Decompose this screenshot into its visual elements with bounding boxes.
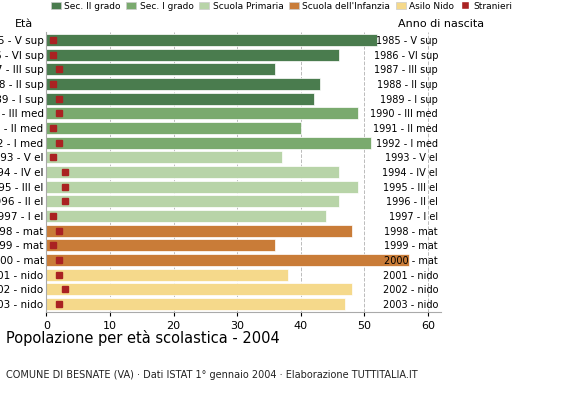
Text: Popolazione per età scolastica - 2004: Popolazione per età scolastica - 2004 (6, 330, 280, 346)
Bar (46, 63, 275, 75)
Bar (46, 34, 377, 46)
Legend: Sec. II grado, Sec. I grado, Scuola Primaria, Scuola dell'Infanzia, Asilo Nido, : Sec. II grado, Sec. I grado, Scuola Prim… (51, 2, 512, 11)
Bar (46, 225, 351, 237)
Bar (46, 151, 282, 163)
Bar (46, 93, 314, 105)
Bar (46, 283, 351, 295)
Bar (46, 166, 339, 178)
Bar (46, 181, 358, 193)
Bar (46, 254, 409, 266)
Bar (46, 239, 275, 251)
Bar (46, 78, 320, 90)
Bar (46, 298, 345, 310)
Bar (46, 122, 301, 134)
Text: Età: Età (15, 19, 33, 29)
Bar (46, 195, 339, 207)
Bar (46, 107, 358, 119)
Text: COMUNE DI BESNATE (VA) · Dati ISTAT 1° gennaio 2004 · Elaborazione TUTTITALIA.IT: COMUNE DI BESNATE (VA) · Dati ISTAT 1° g… (6, 370, 418, 380)
Bar (46, 49, 339, 61)
Bar (46, 269, 288, 281)
Bar (46, 137, 371, 149)
Bar (46, 210, 327, 222)
Text: Anno di nascita: Anno di nascita (398, 19, 484, 29)
